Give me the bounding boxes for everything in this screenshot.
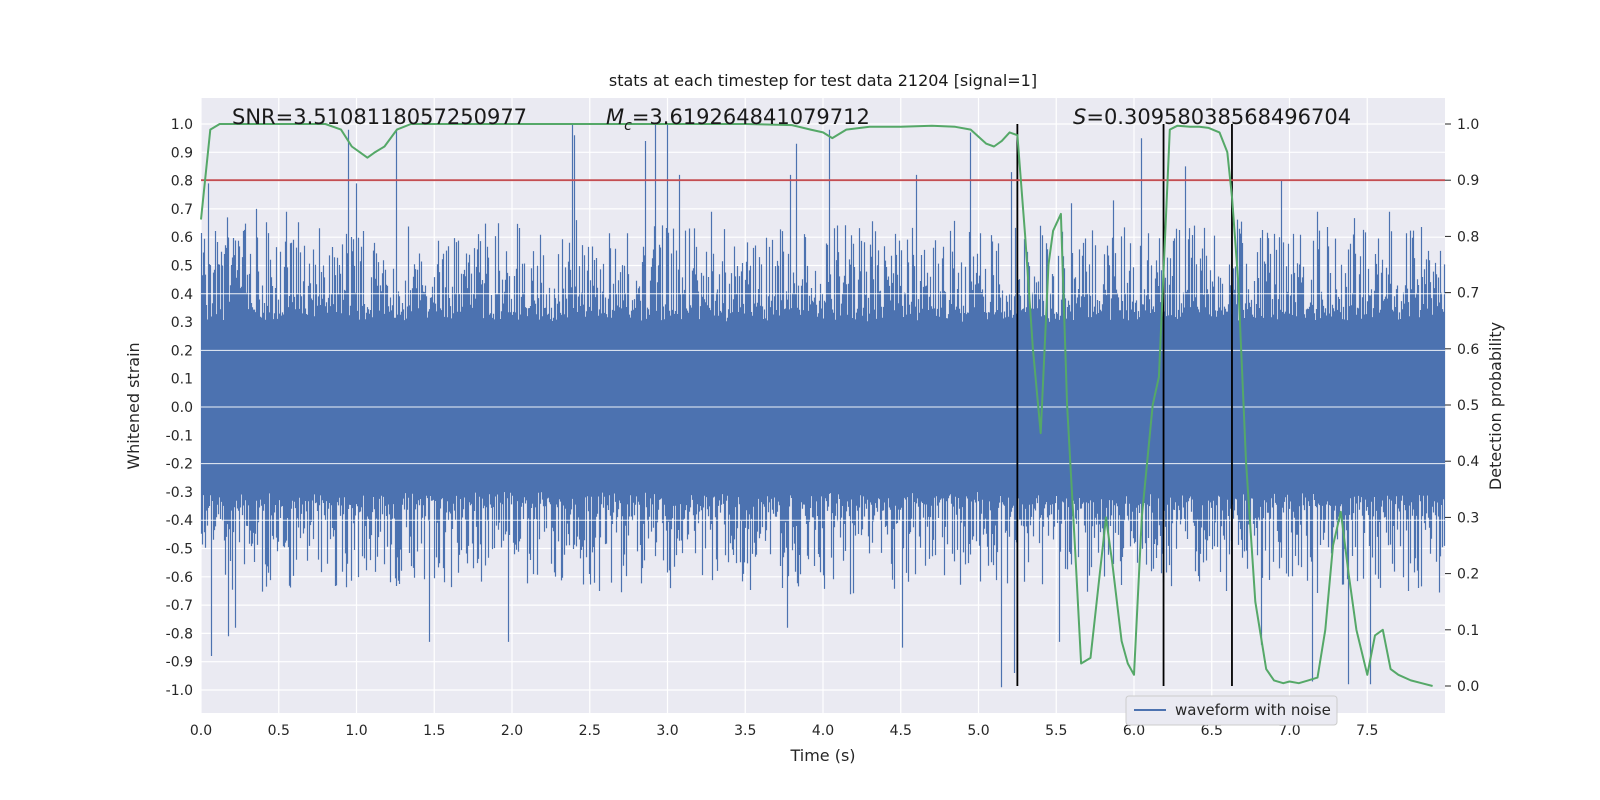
y-tick-label: 0.5 <box>171 259 193 275</box>
y-tick-label: -0.2 <box>166 457 193 473</box>
x-tick-label: 7.0 <box>1278 723 1300 739</box>
x-tick-label: 4.0 <box>812 723 834 739</box>
vertical-markers <box>1016 124 1233 686</box>
y-tick-label: 0.0 <box>171 400 193 416</box>
x-tick-label: 3.5 <box>734 723 756 739</box>
s-annotation: S=0.30958038568496704 <box>1073 105 1351 129</box>
chirp-mass-annotation: Mc=3.619264841079712 <box>606 105 870 134</box>
snr-annotation: SNR=3.5108118057250977 <box>232 105 527 129</box>
s-symbol: S <box>1073 105 1086 129</box>
y-tick-label: 0.7 <box>171 202 193 218</box>
x-ticks: 0.0 0.5 1.0 1.5 2.0 2.5 3.0 3.5 4.0 4.5 5.0 5.5 6.0 6… <box>190 723 1379 739</box>
x-tick-label: 1.0 <box>345 723 367 739</box>
y-tick-label: -0.9 <box>166 655 193 671</box>
y-ticks-left: 1.0 0.9 0.8 0.7 0.6 0.5 0.4 0.3 0.2 0.1 0.0 -0.1 -0.… <box>166 117 193 699</box>
x-tick-label: 0.5 <box>268 723 290 739</box>
legend-box <box>1125 695 1338 726</box>
y-tick-label: -0.8 <box>166 626 193 642</box>
y-tick-label-right: 0.0 <box>1457 679 1479 695</box>
y-tick-label-right: 0.9 <box>1457 173 1479 189</box>
x-tick-label: 5.0 <box>967 723 989 739</box>
x-tick-label: 1.5 <box>423 723 445 739</box>
y-tick-label: -1.0 <box>166 683 193 699</box>
x-tick-label: 3.0 <box>656 723 678 739</box>
mc-value: =3.619264841079712 <box>632 105 870 129</box>
y-tick-label: -0.6 <box>166 570 193 586</box>
y-ticks-right: 1.0 0.9 0.8 0.7 0.6 0.5 0.4 0.3 0.2 0.1 0.0 <box>1445 117 1479 695</box>
y-tick-label: 0.2 <box>171 343 193 359</box>
x-axis-label: Time (s) <box>789 746 855 765</box>
legend-label: waveform with noise <box>1175 701 1331 719</box>
y-tick-label: 0.4 <box>171 287 193 303</box>
y-axis-label-right: Detection probability <box>1486 322 1505 490</box>
waveform-series <box>200 124 1446 688</box>
y-tick-label-right: 0.5 <box>1457 398 1479 414</box>
y-tick-label: 0.8 <box>171 174 193 190</box>
mc-subscript: c <box>624 118 632 134</box>
y-tick-label-right: 0.1 <box>1457 623 1479 639</box>
legend: waveform with noise <box>1125 695 1338 726</box>
x-tick-label: 2.0 <box>501 723 523 739</box>
y-tick-label: -0.1 <box>166 428 193 444</box>
x-tick-label: 2.5 <box>579 723 601 739</box>
y-tick-label: 1.0 <box>171 117 193 133</box>
x-tick-label: 6.5 <box>1201 723 1223 739</box>
x-tick-label: 4.5 <box>890 723 912 739</box>
y-tick-label-right: 0.4 <box>1457 454 1479 470</box>
chart-title: stats at each timestep for test data 212… <box>609 71 1037 90</box>
x-tick-label: 7.5 <box>1356 723 1378 739</box>
x-tick-label: 0.0 <box>190 723 212 739</box>
y-tick-label: -0.4 <box>166 513 193 529</box>
y-tick-label-right: 0.8 <box>1457 229 1479 245</box>
y-tick-label-right: 0.7 <box>1457 286 1479 302</box>
y-tick-label: -0.5 <box>166 542 193 558</box>
mc-symbol: M <box>606 105 624 129</box>
y-tick-label: 0.9 <box>171 145 193 161</box>
y-tick-label-right: 1.0 <box>1457 117 1479 133</box>
y-tick-label: 0.1 <box>171 372 193 388</box>
y-tick-label-right: 0.6 <box>1457 342 1479 358</box>
y-tick-label: 0.3 <box>171 315 193 331</box>
x-tick-label: 6.0 <box>1123 723 1145 739</box>
y-tick-label-right: 0.2 <box>1457 567 1479 583</box>
y-tick-label-right: 0.3 <box>1457 510 1479 526</box>
y-tick-label: -0.7 <box>166 598 193 614</box>
s-value: =0.30958038568496704 <box>1086 105 1351 129</box>
y-tick-label: -0.3 <box>166 485 193 501</box>
x-tick-label: 5.5 <box>1045 723 1067 739</box>
y-axis-label: Whitened strain <box>124 342 143 469</box>
detection-probability-line <box>200 123 1433 687</box>
y-tick-label: 0.6 <box>171 230 193 246</box>
